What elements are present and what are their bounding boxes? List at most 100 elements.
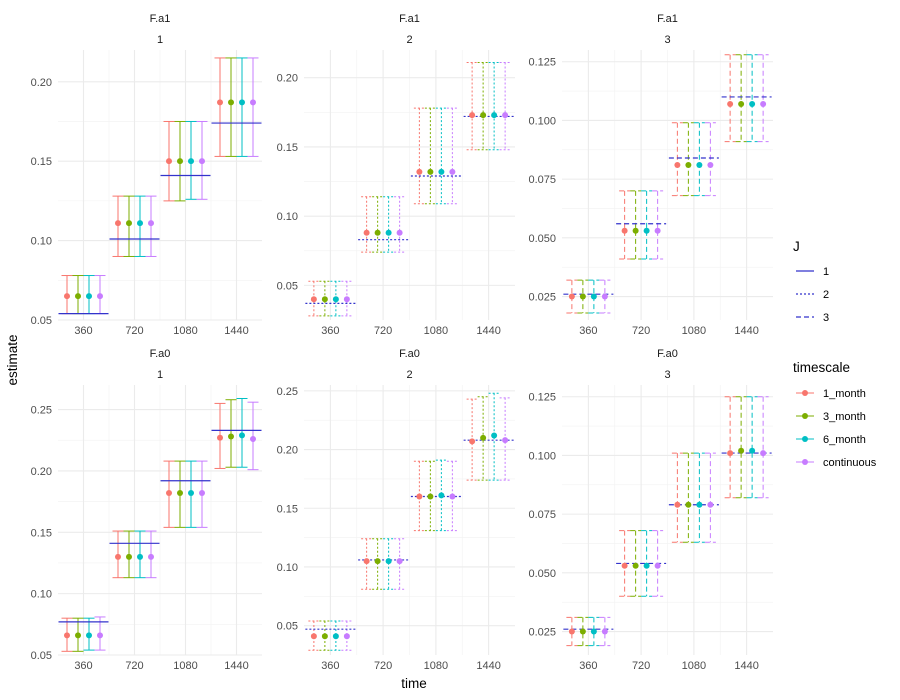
y-axis-title: estimate bbox=[5, 334, 20, 385]
x-tick-label: 1080 bbox=[682, 325, 706, 337]
errorbar-1_month-1440 bbox=[466, 61, 478, 151]
legend-layer: J 1 2 3 timescale 1_month 3_month 6_monthcontin… bbox=[793, 239, 877, 469]
point-1_month-1440 bbox=[727, 450, 734, 457]
errorbar-6_month-360 bbox=[588, 616, 600, 647]
point-3_month-1080 bbox=[177, 490, 183, 496]
errorbar-continuous-720 bbox=[145, 195, 157, 257]
y-tick-label: 0.050 bbox=[528, 233, 556, 245]
x-tick-label: 360 bbox=[579, 660, 597, 672]
point-3_month-360 bbox=[579, 293, 586, 300]
point-3_month-1440 bbox=[738, 447, 745, 454]
x-tick-label: 1080 bbox=[424, 660, 448, 672]
legend-key-point-3_month bbox=[802, 413, 808, 419]
point-6_month-1440 bbox=[491, 432, 498, 439]
errorbar-3_month-720 bbox=[123, 195, 135, 257]
point-continuous-1080 bbox=[707, 501, 714, 508]
point-3_month-720 bbox=[126, 553, 132, 560]
facet-strip-group: F.a1 bbox=[399, 13, 420, 25]
errorbar-1_month-1440 bbox=[214, 57, 226, 157]
panels-layer: F.a1 1 0.05 0.10 0.15 0.20 360 720 1080 1440 F.a1 2… bbox=[31, 13, 773, 672]
errorbar-3_month-1440 bbox=[477, 61, 489, 151]
point-continuous-360 bbox=[343, 296, 350, 303]
point-1_month-1440 bbox=[217, 434, 223, 441]
errorbar-1_month-360 bbox=[566, 616, 578, 647]
errorbar-3_month-360 bbox=[319, 620, 331, 651]
y-tick-label: 0.075 bbox=[528, 509, 556, 521]
errorbar-6_month-1440 bbox=[488, 392, 500, 481]
legend-label-J: 2 bbox=[823, 289, 829, 301]
errorbar-6_month-1440 bbox=[488, 61, 500, 151]
panel-Fa1-2: F.a1 2 0.05 0.10 0.15 0.20 360 720 1080 1440 bbox=[277, 13, 515, 337]
point-6_month-1080 bbox=[438, 492, 445, 499]
point-1_month-720 bbox=[621, 562, 628, 569]
point-continuous-1080 bbox=[707, 162, 714, 169]
legend-label-timescale: continuous bbox=[823, 457, 877, 469]
point-6_month-1440 bbox=[239, 432, 245, 439]
y-tick-label: 0.05 bbox=[31, 650, 52, 662]
errorbar-6_month-1080 bbox=[435, 107, 447, 205]
x-tick-label: 1080 bbox=[424, 325, 448, 337]
panel-Fa1-1: F.a1 1 0.05 0.10 0.15 0.20 360 720 1080 1440 bbox=[31, 13, 262, 337]
x-tick-label: 1440 bbox=[734, 660, 758, 672]
y-tick-label: 0.20 bbox=[31, 77, 52, 89]
legend-label-timescale: 6_month bbox=[823, 434, 866, 446]
x-tick-label: 720 bbox=[125, 325, 143, 337]
point-1_month-360 bbox=[310, 296, 317, 303]
errorbar-6_month-1440 bbox=[746, 396, 758, 499]
point-3_month-360 bbox=[321, 296, 328, 303]
x-tick-label: 720 bbox=[374, 660, 392, 672]
x-tick-label: 360 bbox=[579, 325, 597, 337]
x-tick-label: 1440 bbox=[224, 660, 248, 672]
y-tick-label: 0.05 bbox=[277, 621, 298, 633]
facet-strip-J: 2 bbox=[406, 34, 412, 46]
errorbar-1_month-1080 bbox=[671, 452, 683, 543]
legend-key-point-6_month bbox=[802, 436, 808, 442]
panel-Fa0-1: F.a0 1 0.05 0.10 0.15 0.20 0.25 360 720 1080 1440 bbox=[31, 348, 262, 672]
x-tick-label: 720 bbox=[374, 325, 392, 337]
errorbar-3_month-1440 bbox=[735, 54, 747, 143]
facet-strip-J: 2 bbox=[406, 369, 412, 381]
point-6_month-1440 bbox=[749, 447, 756, 454]
facet-strip-group: F.a0 bbox=[150, 348, 171, 360]
errorbar-1_month-1080 bbox=[413, 107, 425, 205]
point-6_month-360 bbox=[590, 628, 597, 635]
point-continuous-1080 bbox=[199, 158, 205, 165]
y-tick-label: 0.100 bbox=[528, 450, 556, 462]
point-continuous-720 bbox=[396, 229, 403, 236]
point-1_month-1440 bbox=[469, 438, 476, 445]
errorbar-continuous-720 bbox=[394, 196, 406, 253]
errorbar-6_month-1080 bbox=[693, 452, 705, 543]
x-tick-label: 360 bbox=[74, 325, 92, 337]
point-6_month-720 bbox=[385, 558, 392, 565]
point-6_month-1080 bbox=[438, 168, 445, 175]
point-3_month-1440 bbox=[480, 112, 487, 119]
x-tick-label: 1080 bbox=[173, 325, 197, 337]
errorbar-continuous-1440 bbox=[757, 396, 769, 499]
point-continuous-720 bbox=[148, 220, 154, 227]
legend-label-J: 1 bbox=[823, 266, 829, 278]
point-3_month-720 bbox=[632, 562, 639, 569]
errorbar-6_month-1440 bbox=[236, 57, 248, 157]
point-continuous-360 bbox=[343, 633, 350, 640]
point-1_month-360 bbox=[568, 628, 575, 635]
facet-strip-J: 1 bbox=[157, 369, 163, 381]
errorbar-6_month-720 bbox=[383, 196, 395, 253]
y-tick-label: 0.15 bbox=[31, 156, 52, 168]
facet-strip-group: F.a0 bbox=[657, 348, 678, 360]
errorbar-continuous-1080 bbox=[446, 460, 458, 532]
point-1_month-720 bbox=[363, 558, 370, 565]
y-tick-label: 0.15 bbox=[277, 503, 298, 515]
y-tick-label: 0.10 bbox=[31, 236, 52, 248]
point-1_month-1440 bbox=[469, 112, 476, 119]
errorbar-continuous-1440 bbox=[247, 401, 259, 471]
errorbar-1_month-1080 bbox=[671, 122, 683, 197]
y-tick-label: 0.125 bbox=[528, 392, 556, 404]
errorbar-3_month-1080 bbox=[424, 107, 436, 205]
point-3_month-720 bbox=[632, 227, 639, 234]
errorbar-3_month-1440 bbox=[735, 396, 747, 499]
point-1_month-360 bbox=[310, 633, 317, 640]
y-tick-label: 0.10 bbox=[277, 562, 298, 574]
point-6_month-720 bbox=[137, 220, 143, 227]
point-continuous-1440 bbox=[502, 437, 509, 444]
errorbar-continuous-1080 bbox=[704, 122, 716, 197]
